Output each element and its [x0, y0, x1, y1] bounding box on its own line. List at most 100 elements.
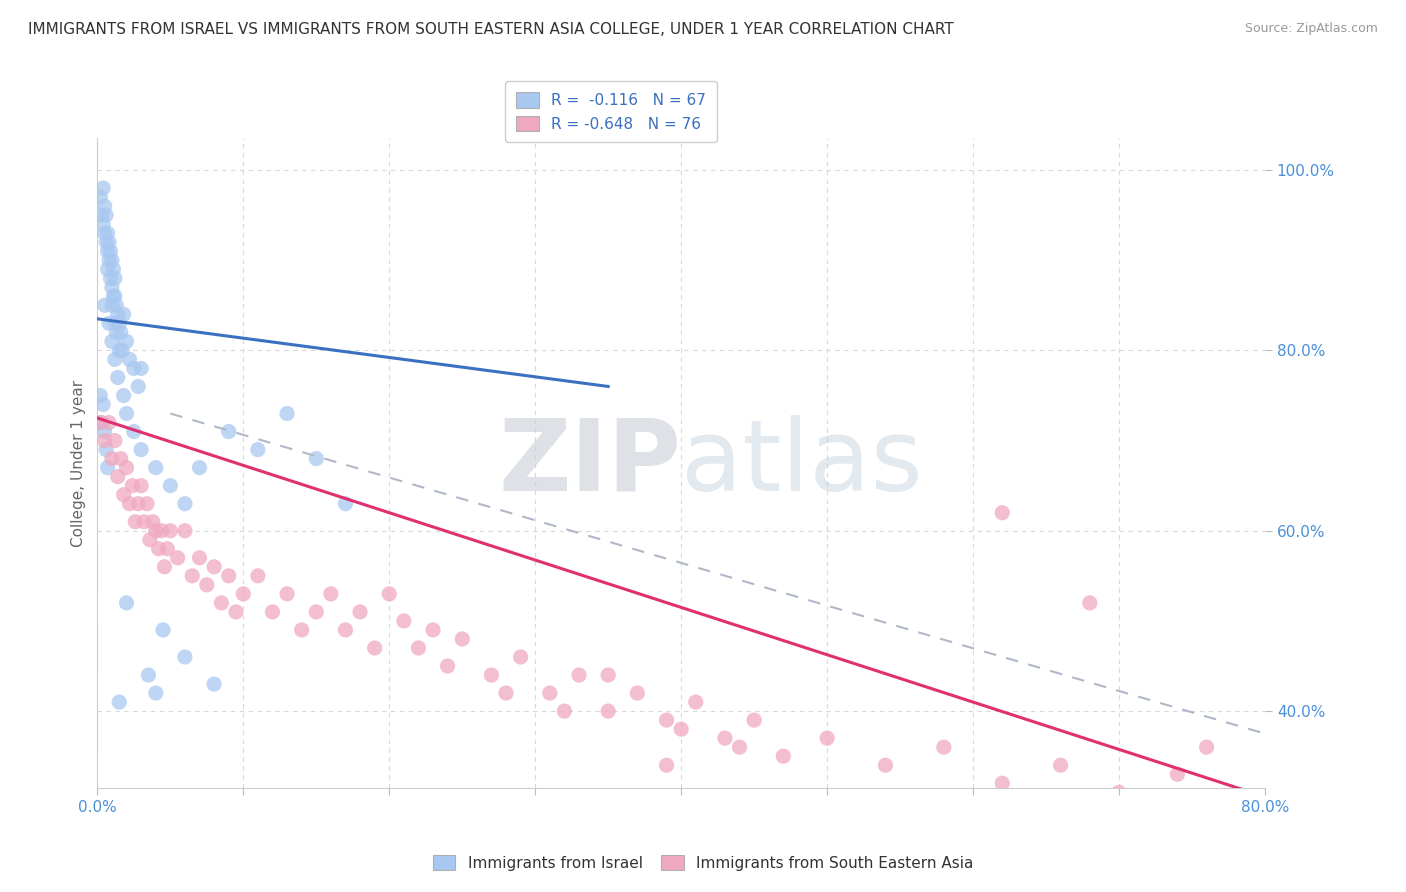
- Point: [509, 650, 531, 665]
- Point: [875, 758, 897, 772]
- Point: [122, 361, 145, 376]
- Point: [101, 280, 124, 294]
- Point: [246, 569, 269, 583]
- Point: [422, 623, 444, 637]
- Point: [626, 686, 648, 700]
- Point: [148, 541, 170, 556]
- Point: [166, 550, 188, 565]
- Point: [101, 298, 124, 312]
- Point: [108, 695, 131, 709]
- Point: [363, 640, 385, 655]
- Point: [139, 533, 162, 547]
- Point: [495, 686, 517, 700]
- Point: [91, 181, 114, 195]
- Point: [772, 749, 794, 764]
- Point: [136, 497, 159, 511]
- Point: [110, 326, 132, 340]
- Point: [553, 704, 575, 718]
- Text: ZIP: ZIP: [498, 415, 681, 512]
- Point: [392, 614, 415, 628]
- Point: [98, 235, 121, 250]
- Text: IMMIGRANTS FROM ISRAEL VS IMMIGRANTS FROM SOUTH EASTERN ASIA COLLEGE, UNDER 1 YE: IMMIGRANTS FROM ISRAEL VS IMMIGRANTS FRO…: [28, 22, 953, 37]
- Point: [104, 271, 127, 285]
- Point: [112, 488, 135, 502]
- Point: [202, 677, 225, 691]
- Point: [153, 559, 176, 574]
- Point: [111, 343, 134, 358]
- Point: [145, 460, 167, 475]
- Point: [742, 713, 765, 727]
- Point: [97, 244, 120, 259]
- Point: [115, 460, 138, 475]
- Point: [104, 434, 127, 448]
- Point: [451, 632, 474, 646]
- Point: [107, 370, 129, 384]
- Point: [232, 587, 254, 601]
- Point: [121, 478, 143, 492]
- Point: [138, 668, 160, 682]
- Point: [93, 298, 115, 312]
- Point: [568, 668, 591, 682]
- Point: [118, 352, 141, 367]
- Point: [145, 524, 167, 538]
- Point: [94, 208, 117, 222]
- Point: [408, 640, 430, 655]
- Point: [101, 253, 124, 268]
- Point: [159, 524, 181, 538]
- Point: [105, 298, 128, 312]
- Point: [598, 704, 620, 718]
- Point: [262, 605, 284, 619]
- Point: [89, 416, 111, 430]
- Point: [291, 623, 314, 637]
- Legend: R =  -0.116   N = 67, R = -0.648   N = 76: R = -0.116 N = 67, R = -0.648 N = 76: [505, 81, 717, 142]
- Text: atlas: atlas: [681, 415, 922, 512]
- Point: [218, 425, 240, 439]
- Point: [93, 199, 115, 213]
- Point: [669, 722, 692, 736]
- Point: [115, 596, 138, 610]
- Point: [89, 388, 111, 402]
- Point: [481, 668, 503, 682]
- Point: [150, 524, 173, 538]
- Point: [100, 271, 122, 285]
- Point: [436, 659, 458, 673]
- Point: [1049, 758, 1071, 772]
- Point: [112, 388, 135, 402]
- Point: [335, 497, 357, 511]
- Point: [728, 740, 751, 755]
- Point: [195, 578, 218, 592]
- Point: [132, 515, 155, 529]
- Y-axis label: College, Under 1 year: College, Under 1 year: [72, 380, 86, 547]
- Point: [152, 623, 174, 637]
- Point: [181, 569, 204, 583]
- Point: [98, 253, 121, 268]
- Point: [98, 416, 121, 430]
- Point: [93, 226, 115, 240]
- Point: [129, 442, 152, 457]
- Point: [127, 379, 149, 393]
- Point: [104, 316, 127, 330]
- Point: [156, 541, 179, 556]
- Point: [174, 497, 197, 511]
- Point: [378, 587, 401, 601]
- Point: [97, 460, 120, 475]
- Point: [103, 289, 125, 303]
- Point: [655, 713, 678, 727]
- Legend: Immigrants from Israel, Immigrants from South Eastern Asia: Immigrants from Israel, Immigrants from …: [423, 846, 983, 880]
- Point: [91, 397, 114, 411]
- Point: [94, 235, 117, 250]
- Point: [1195, 740, 1218, 755]
- Point: [129, 478, 152, 492]
- Point: [305, 451, 328, 466]
- Point: [112, 307, 135, 321]
- Point: [93, 425, 115, 439]
- Point: [714, 731, 737, 746]
- Point: [202, 559, 225, 574]
- Point: [209, 596, 232, 610]
- Point: [305, 605, 328, 619]
- Point: [103, 262, 125, 277]
- Point: [110, 451, 132, 466]
- Point: [101, 334, 124, 349]
- Point: [122, 425, 145, 439]
- Point: [225, 605, 247, 619]
